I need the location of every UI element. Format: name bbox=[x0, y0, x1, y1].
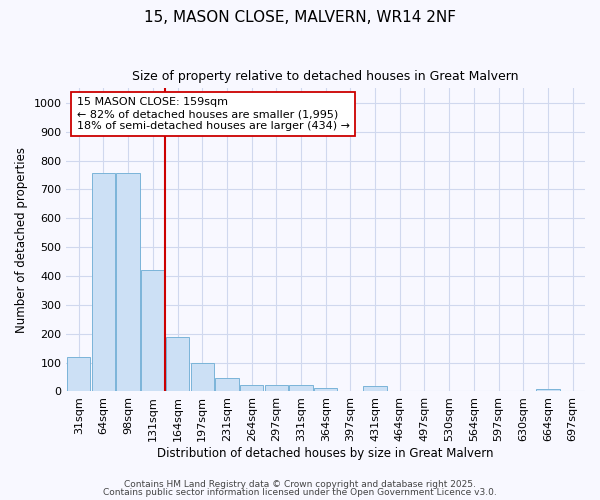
Bar bbox=[67, 358, 91, 392]
X-axis label: Distribution of detached houses by size in Great Malvern: Distribution of detached houses by size … bbox=[157, 447, 494, 460]
Bar bbox=[265, 385, 288, 392]
Text: Contains HM Land Registry data © Crown copyright and database right 2025.: Contains HM Land Registry data © Crown c… bbox=[124, 480, 476, 489]
Title: Size of property relative to detached houses in Great Malvern: Size of property relative to detached ho… bbox=[133, 70, 519, 83]
Bar bbox=[240, 385, 263, 392]
Text: 15, MASON CLOSE, MALVERN, WR14 2NF: 15, MASON CLOSE, MALVERN, WR14 2NF bbox=[144, 10, 456, 25]
Text: 15 MASON CLOSE: 159sqm
← 82% of detached houses are smaller (1,995)
18% of semi-: 15 MASON CLOSE: 159sqm ← 82% of detached… bbox=[77, 98, 350, 130]
Y-axis label: Number of detached properties: Number of detached properties bbox=[15, 147, 28, 333]
Bar bbox=[364, 386, 387, 392]
Text: Contains public sector information licensed under the Open Government Licence v3: Contains public sector information licen… bbox=[103, 488, 497, 497]
Bar bbox=[92, 172, 115, 392]
Bar bbox=[116, 172, 140, 392]
Bar bbox=[141, 270, 164, 392]
Bar bbox=[289, 385, 313, 392]
Bar bbox=[314, 388, 337, 392]
Bar bbox=[215, 378, 239, 392]
Bar bbox=[191, 364, 214, 392]
Bar bbox=[536, 388, 560, 392]
Bar bbox=[166, 336, 189, 392]
